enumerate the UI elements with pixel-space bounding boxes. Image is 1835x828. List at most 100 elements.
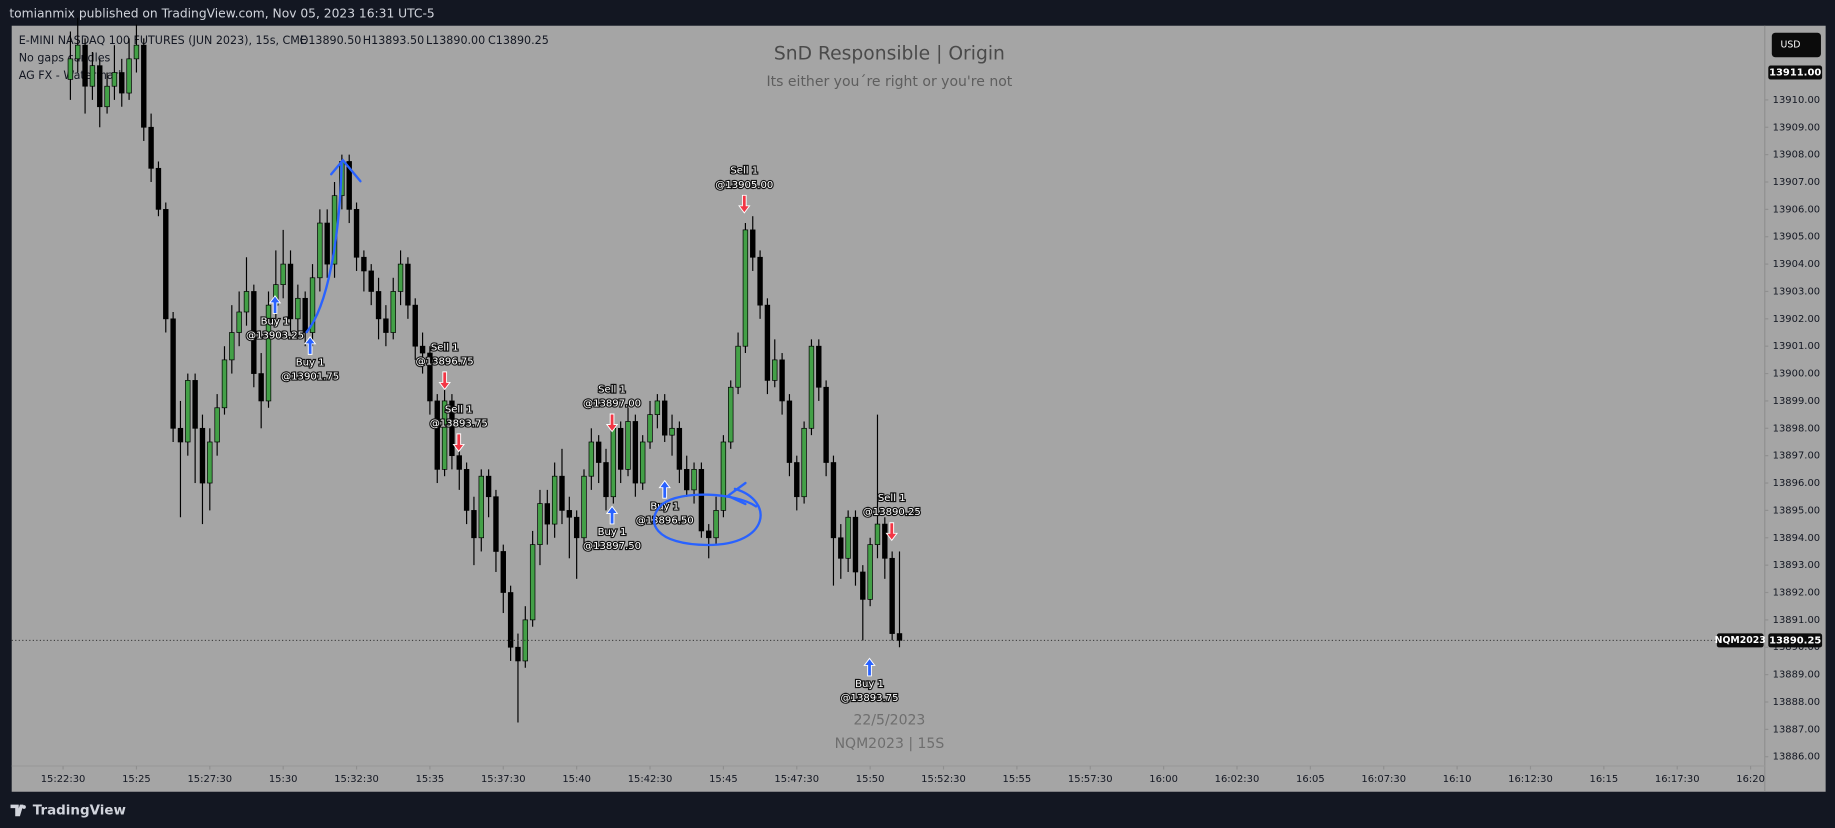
y-tick-label: 13902.00 [1773, 314, 1820, 325]
x-tick-label: 16:17:30 [1655, 774, 1700, 785]
candle-body [258, 373, 264, 402]
brand-logo [10, 804, 24, 817]
trade-price: @13893.75 [430, 418, 488, 429]
trade-price: @13897.50 [583, 541, 641, 552]
y-tick-label: 13906.00 [1773, 204, 1820, 215]
x-tick-label: 15:45 [709, 774, 738, 785]
candle-body [368, 270, 374, 292]
sell-arrow [885, 522, 898, 542]
candle-body [287, 263, 294, 320]
trade-label: Buy 1 [598, 527, 627, 538]
candle-body [493, 496, 499, 552]
candle-body [845, 516, 851, 559]
currency-label[interactable]: USD [1781, 40, 1801, 51]
drawings [305, 158, 762, 547]
x-tick-label: 15:30 [269, 774, 298, 785]
y-tick-label: 13899.00 [1773, 396, 1820, 407]
y-tick-label: 13897.00 [1773, 451, 1820, 462]
candle-body [302, 297, 308, 333]
candle-body [662, 400, 668, 436]
candle-body [353, 209, 360, 258]
sell-arrow [438, 371, 451, 391]
candle-body [595, 441, 602, 463]
trade-label: Sell 1 [598, 384, 626, 395]
candle-body [295, 297, 301, 320]
candle-body [82, 44, 88, 87]
brand: TradingView [10, 803, 126, 818]
x-tick-label: 16:07:30 [1361, 774, 1406, 785]
candle-body [632, 421, 639, 484]
x-tick-label: 16:15 [1590, 774, 1619, 785]
y-tick-label: 13910.00 [1773, 95, 1820, 106]
candle-body [816, 345, 822, 388]
candle-body [207, 441, 213, 484]
y-tick-label: 13898.00 [1773, 423, 1820, 434]
candle-body [801, 427, 807, 498]
buy-arrow [303, 336, 317, 355]
price-label: 13911.00 [1769, 68, 1821, 79]
trade-label: Buy 1 [296, 358, 325, 369]
y-tick-label: 13887.00 [1773, 724, 1820, 735]
currency-button[interactable] [1771, 32, 1821, 58]
candle-body [830, 462, 837, 539]
candle-body [441, 400, 448, 470]
candle-body [625, 421, 631, 470]
y-tick-label: 13889.00 [1773, 670, 1820, 681]
buy-arrow [605, 505, 619, 525]
y-tick-label: 13904.00 [1773, 259, 1820, 270]
candle-body [199, 427, 206, 484]
candle-body [119, 72, 125, 94]
candle-body [757, 256, 763, 306]
x-tick-label: 16:10 [1443, 774, 1472, 785]
candle-body [544, 503, 551, 525]
trade-label: Buy 1 [261, 317, 290, 328]
y-tick-label: 13905.00 [1773, 232, 1820, 243]
trade-price: @13905.00 [715, 180, 773, 191]
x-tick-label: 15:57:30 [1068, 774, 1113, 785]
indicator: No gaps candles [19, 51, 111, 64]
candle-body [463, 469, 470, 511]
candle-body [280, 263, 286, 285]
candle-body [309, 277, 316, 333]
candle-body [706, 530, 712, 539]
candle-body [603, 462, 609, 498]
candle-body [229, 332, 235, 361]
candle-body [610, 427, 617, 498]
y-tick-label: 13886.00 [1773, 752, 1820, 763]
price-label: 13890.25 [1769, 635, 1821, 646]
trade-label: Sell 1 [431, 342, 459, 353]
candle-body [89, 65, 96, 87]
x-tick-label: 15:52:30 [921, 774, 966, 785]
y-tick-label: 13890.00 [1773, 642, 1820, 653]
price-label-box [1768, 65, 1823, 80]
candle-body [566, 510, 573, 518]
trade-price: @13896.50 [636, 515, 694, 526]
candle-body [882, 523, 888, 559]
y-tick-label: 13893.00 [1773, 560, 1820, 571]
candle-body [507, 592, 514, 648]
series-name: E-MINI NASDAQ 100 FUTURES (JUN 2023), 15… [19, 34, 307, 47]
candle-body [75, 44, 81, 60]
candle-body [346, 161, 352, 210]
circle-drawing [652, 487, 762, 547]
x-tick-label: 16:05 [1296, 774, 1325, 785]
candle-body [141, 44, 147, 128]
candle-body [148, 126, 154, 169]
trade-label: Buy 1 [855, 679, 884, 690]
candle-body [192, 380, 198, 429]
candle-body [390, 291, 396, 333]
buy-arrow [658, 479, 671, 499]
candle-body [324, 222, 330, 265]
candle-body [185, 380, 191, 443]
candle-body [427, 352, 433, 402]
ohlc-high: H13893.50 [363, 34, 424, 47]
candle-body [742, 229, 749, 347]
y-tick-label: 13907.00 [1773, 177, 1820, 188]
trade-price: @13901.75 [281, 372, 339, 383]
candle-body [896, 633, 903, 641]
candle-body [126, 58, 132, 94]
candle-body [500, 551, 506, 593]
candle-body [251, 291, 257, 374]
candle-body [537, 503, 543, 545]
candle-body [764, 304, 771, 381]
